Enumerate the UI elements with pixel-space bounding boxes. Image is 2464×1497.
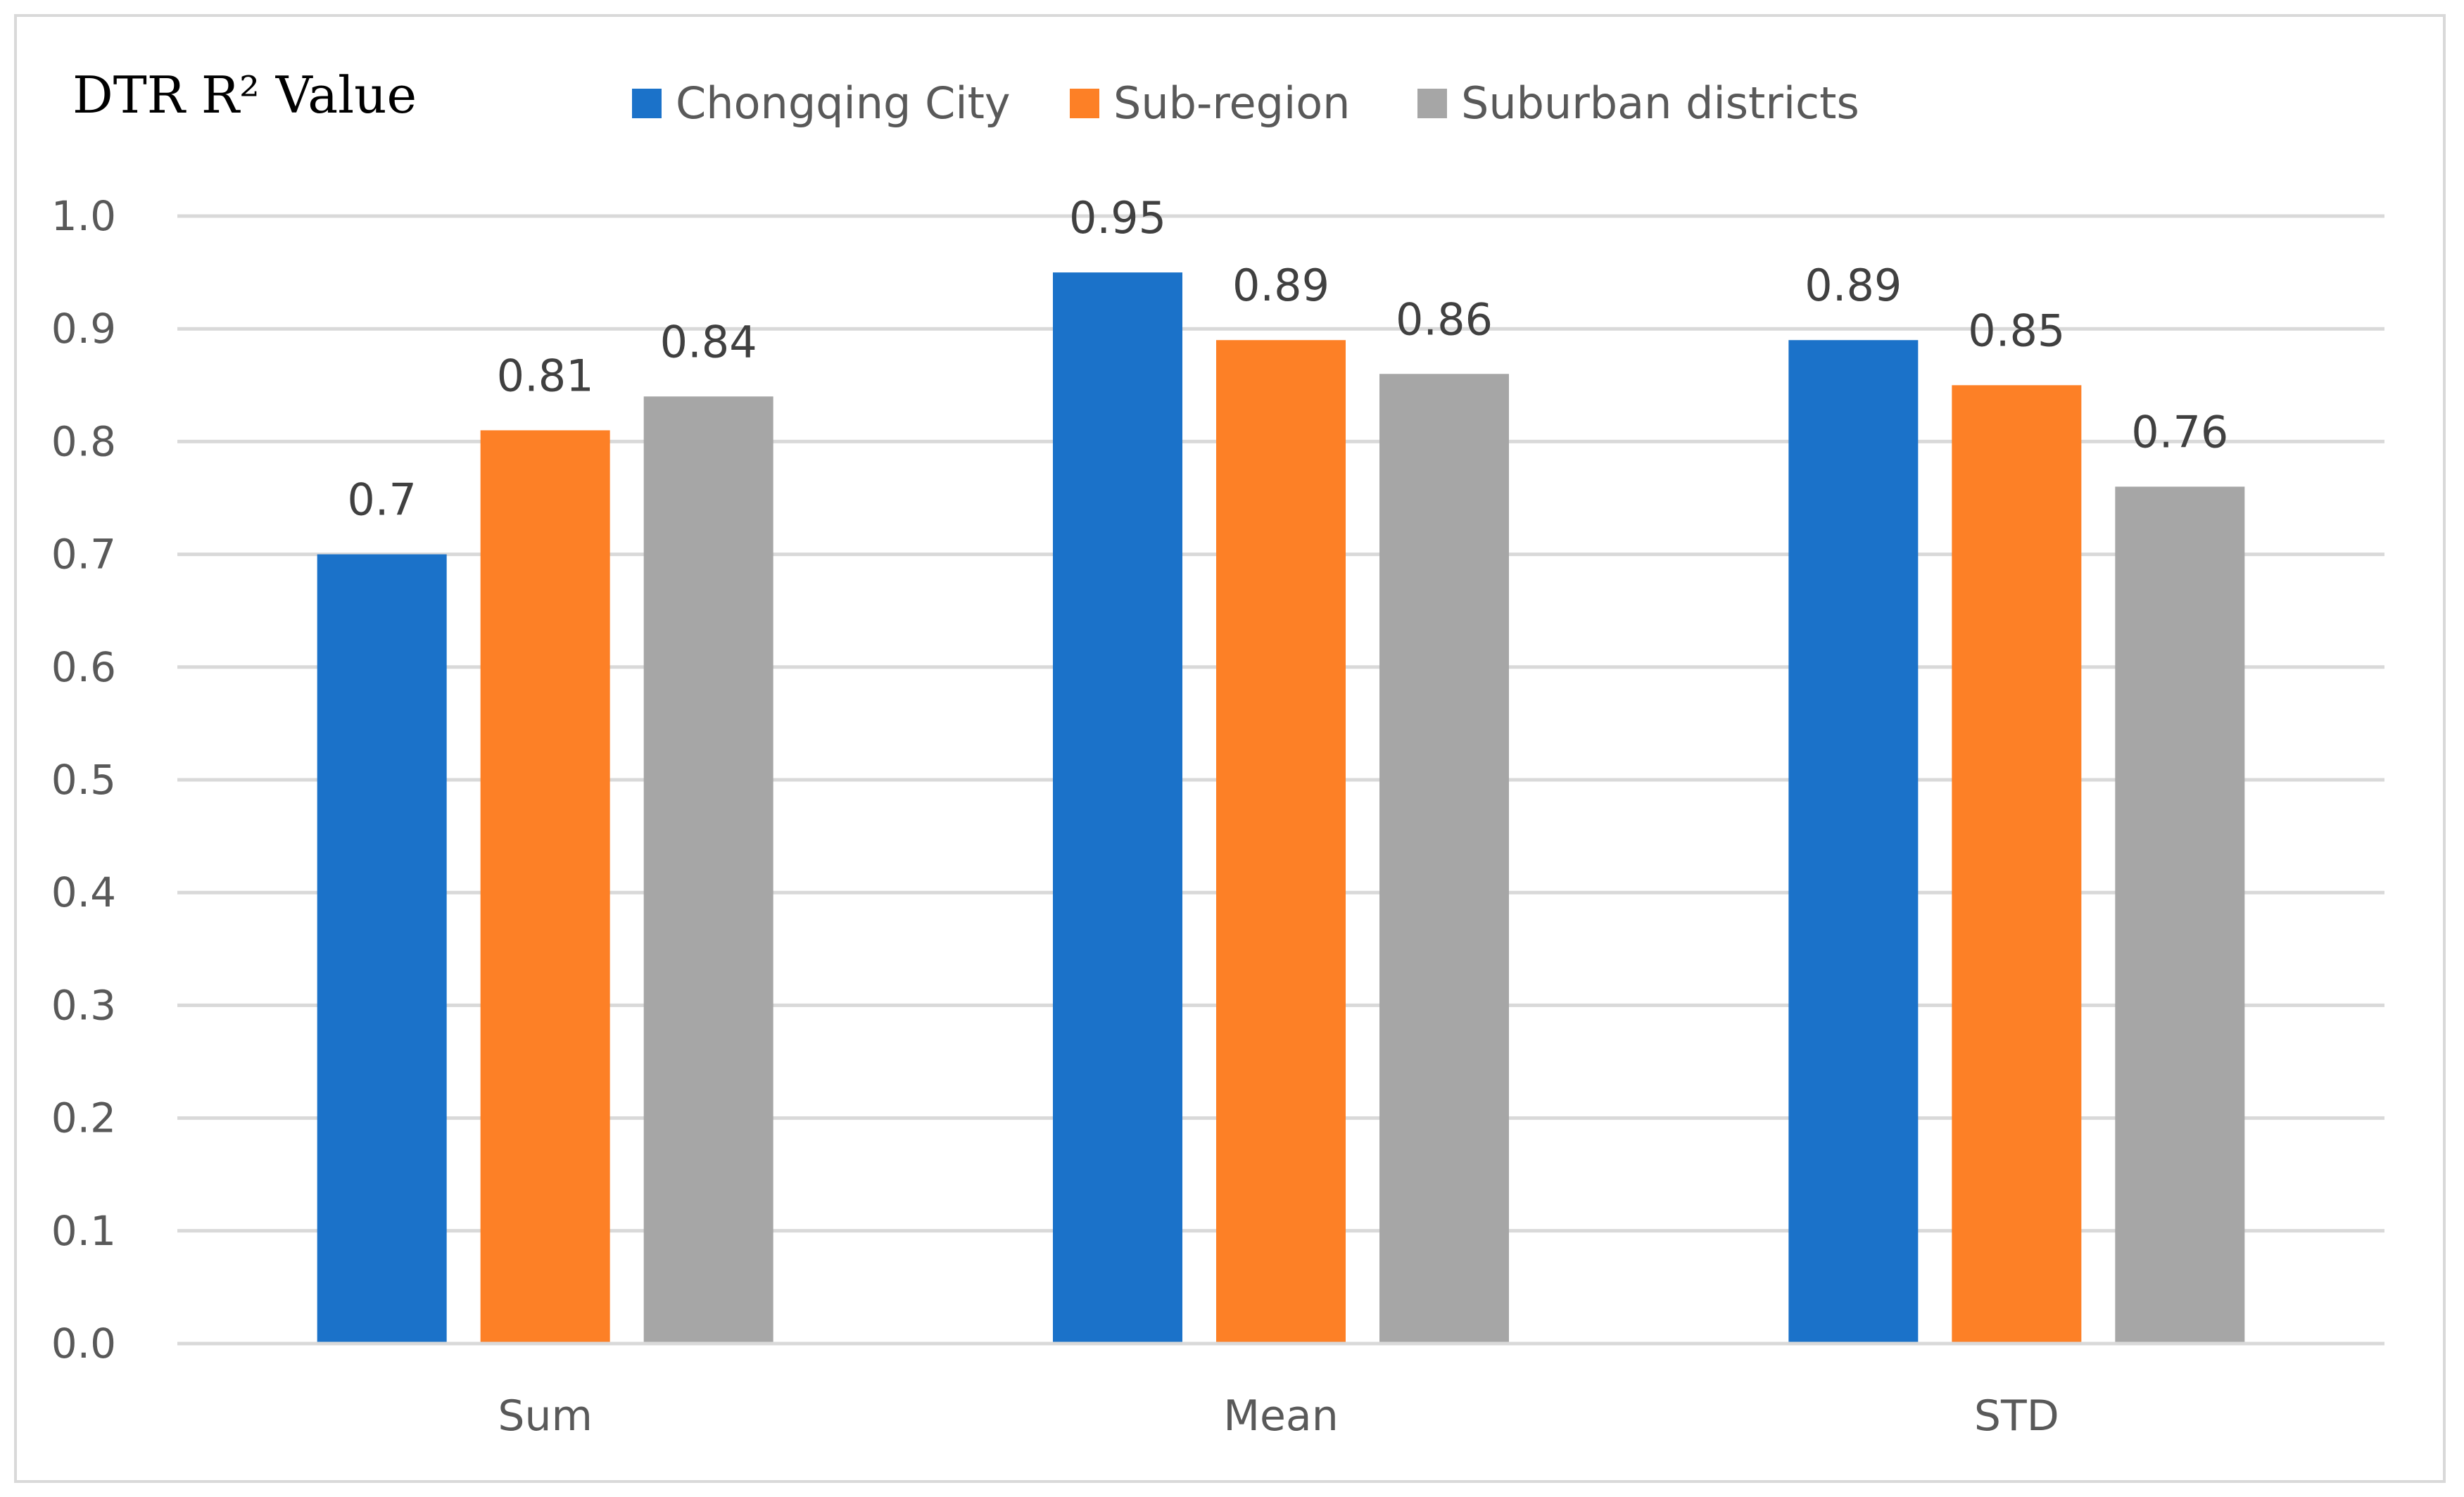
y-tick-label: 0.9 [51, 305, 116, 353]
data-labels: 0.7 0.81 0.84 0.95 0.89 0.86 0.89 0.85 0.76 [347, 192, 2228, 525]
bars [177, 272, 2384, 1346]
y-tick-label: 0.1 [51, 1207, 116, 1255]
data-label: 0.86 [1396, 293, 1493, 345]
bar-sub-region-mean [1216, 340, 1346, 1344]
data-label: 0.7 [347, 474, 417, 526]
y-tick-label: 0.2 [51, 1094, 116, 1142]
bar-sub-region-sum [480, 430, 610, 1344]
y-tick-label: 0.3 [51, 981, 116, 1029]
x-category-label: Sum [498, 1391, 593, 1441]
bar-chongqing-city-std [1788, 340, 1919, 1344]
bar-sub-region-std [1952, 385, 2082, 1344]
x-category-label: Mean [1223, 1391, 1338, 1441]
legend-label: Sub-region [1113, 77, 1350, 129]
y-tick-label: 0.8 [51, 417, 116, 465]
y-tick-label: 0.0 [51, 1320, 116, 1367]
y-tick-label: 0.4 [51, 868, 116, 916]
data-label: 0.81 [497, 350, 594, 401]
bar-suburban-districts-std [2115, 486, 2245, 1344]
bar-suburban-districts-mean [1379, 374, 1509, 1344]
legend-swatch [1417, 89, 1447, 118]
y-tick-label: 0.5 [51, 756, 116, 804]
data-label: 0.85 [1968, 305, 2065, 356]
y-tick-label: 1.0 [51, 192, 116, 240]
data-label: 0.84 [660, 316, 757, 367]
y-tick-label: 0.7 [51, 531, 116, 579]
legend-label: Chongqing City [676, 77, 1011, 129]
x-category-label: STD [1974, 1391, 2059, 1441]
legend-swatch [1070, 89, 1099, 118]
legend: Chongqing City Sub-region Suburban distric… [632, 77, 1859, 129]
data-label: 0.89 [1805, 260, 1902, 311]
legend-label: Suburban districts [1461, 77, 1859, 129]
bar-chongqing-city-mean [1053, 272, 1182, 1344]
data-label: 0.76 [2131, 406, 2228, 457]
y-axis-ticks: 0.0 0.1 0.2 0.3 0.4 0.5 0.6 0.7 0.8 0.9 1.0 [51, 192, 116, 1367]
x-axis-categories: Sum Mean STD [498, 1391, 2059, 1441]
y-tick-label: 0.6 [51, 643, 116, 691]
bar-chongqing-city-sum [317, 554, 447, 1344]
bar-suburban-districts-sum [643, 396, 773, 1344]
data-label: 0.95 [1069, 192, 1166, 244]
data-label: 0.89 [1232, 260, 1329, 311]
legend-swatch [632, 89, 662, 118]
y-axis-title: DTR R² Value [72, 65, 417, 125]
